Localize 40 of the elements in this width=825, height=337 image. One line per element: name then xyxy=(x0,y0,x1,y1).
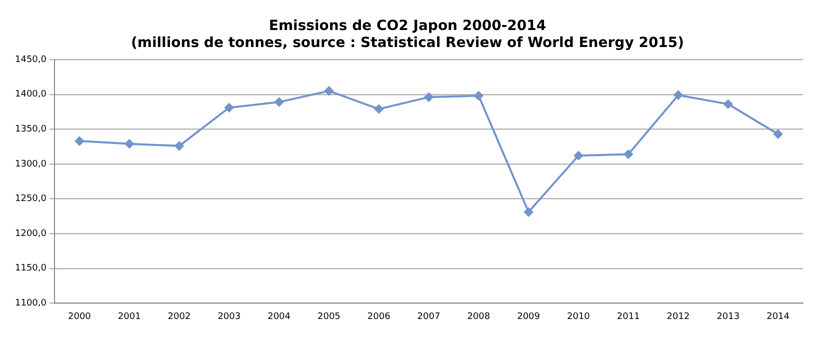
x-tick-label: 2007 xyxy=(417,312,440,322)
x-tick-label: 2012 xyxy=(666,312,690,322)
point xyxy=(374,104,384,114)
point xyxy=(74,136,84,146)
x-tick-label: 2008 xyxy=(467,312,490,322)
point xyxy=(224,103,234,112)
point xyxy=(474,91,484,100)
text: Emissions de CO2 Japon 2000-2014 xyxy=(268,18,546,34)
point xyxy=(624,150,633,159)
x-tick-label: 2004 xyxy=(268,312,291,322)
x-tick-label: 2014 xyxy=(766,312,790,322)
y-tick-label: 1450,0 xyxy=(14,54,47,65)
x-tick-label: 2011 xyxy=(616,312,640,322)
x-tick-label: 2013 xyxy=(716,312,740,322)
x-tick-label: 2006 xyxy=(367,312,391,322)
text: (millions de tonnes, source : Statistical Review of World Energy 2015) xyxy=(130,34,684,51)
x-tick-label: 2010 xyxy=(566,312,590,322)
point xyxy=(274,98,284,107)
point xyxy=(524,208,534,217)
y-tick-label: 1100,0 xyxy=(14,298,47,309)
y-tick-label: 1150,0 xyxy=(14,264,47,274)
x-tick-label: 2009 xyxy=(517,312,540,322)
point xyxy=(674,90,683,100)
point xyxy=(574,151,583,160)
point xyxy=(774,130,783,139)
x-tick-label: 2002 xyxy=(168,312,191,322)
x-tick-label: 2005 xyxy=(317,312,340,322)
y-tick-label: 1250,0 xyxy=(14,194,47,204)
y-tick-label: 1200,0 xyxy=(14,228,47,239)
point xyxy=(324,86,334,96)
y-tick-label: 1350,0 xyxy=(14,124,47,135)
y-tick-label: 1400,0 xyxy=(14,90,47,100)
point xyxy=(424,92,434,102)
point xyxy=(174,141,184,150)
x-tick-label: 2003 xyxy=(218,312,241,322)
point xyxy=(724,100,733,109)
x-tick-label: 2000 xyxy=(68,312,92,322)
x-tick-label: 2001 xyxy=(118,312,141,322)
point xyxy=(124,139,134,148)
y-tick-label: 1300,0 xyxy=(14,159,47,170)
